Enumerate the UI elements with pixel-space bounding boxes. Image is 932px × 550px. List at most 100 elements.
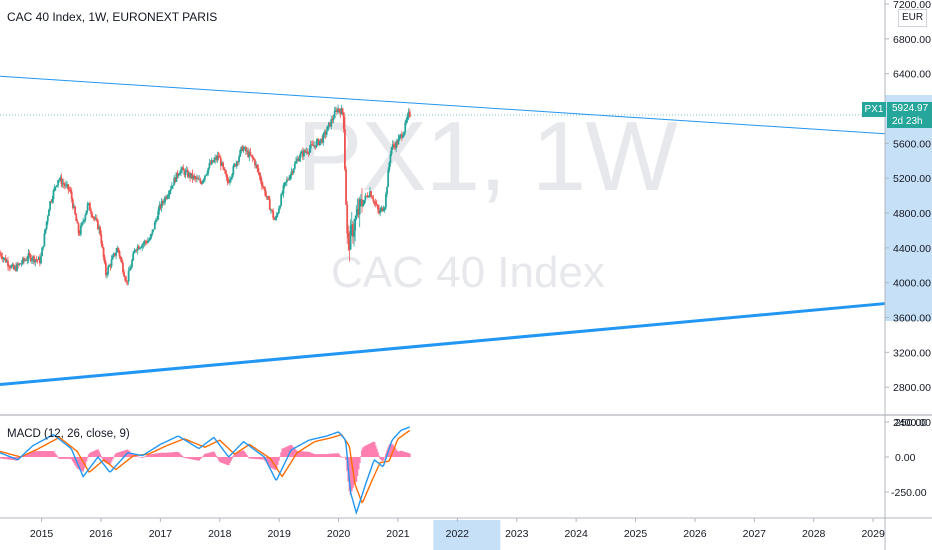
candle-body	[183, 170, 186, 175]
macd-histogram-bar	[242, 450, 245, 457]
macd-histogram-bar	[361, 450, 363, 457]
macd-histogram-bar	[26, 453, 29, 457]
macd-histogram-bar	[110, 457, 113, 462]
candle-body	[108, 265, 111, 267]
candle-body	[383, 207, 386, 210]
candle-body	[142, 243, 145, 245]
candle-body	[265, 195, 268, 197]
candle-body	[161, 201, 164, 203]
candle-body	[372, 198, 375, 202]
macd-histogram-bar	[192, 457, 195, 460]
macd-histogram-bar	[282, 448, 285, 457]
macd-histogram-bar	[237, 452, 239, 457]
candle-body	[232, 165, 235, 175]
macd-histogram-bar	[270, 457, 272, 468]
macd-histogram-bar	[155, 453, 157, 457]
candle-body	[116, 247, 119, 253]
candle-body	[235, 161, 238, 167]
candle-body	[165, 196, 168, 199]
candle-body	[12, 264, 15, 270]
macd-histogram-bar	[124, 450, 127, 457]
candle-body	[189, 172, 191, 178]
candle-body	[56, 185, 58, 187]
candle-body	[300, 151, 303, 154]
macd-histogram-bar	[338, 454, 341, 457]
macd-histogram-bar	[235, 452, 238, 457]
macd-histogram-bar	[379, 457, 382, 459]
candle-body	[207, 167, 210, 174]
candle-body	[150, 233, 153, 238]
candle-body	[124, 276, 127, 281]
macd-histogram-bar	[183, 457, 186, 458]
candle-body	[144, 241, 147, 243]
candle-body	[46, 216, 49, 222]
macd-histogram-bar	[213, 451, 215, 457]
candle-body	[248, 152, 251, 158]
macd-histogram-bar	[92, 451, 95, 457]
macd-histogram-bar	[185, 457, 188, 459]
macd-histogram-bar	[36, 451, 39, 457]
macd-histogram-bar	[59, 457, 62, 459]
macd-histogram-bar	[67, 457, 70, 459]
time-axis-highlight	[433, 520, 501, 550]
candle-body	[361, 199, 363, 207]
candle-body	[353, 230, 355, 237]
macd-histogram-bar	[259, 457, 262, 460]
candle-body	[118, 250, 121, 257]
macd-histogram-bar	[243, 451, 246, 457]
candle-body	[43, 233, 46, 247]
macd-histogram-bar	[30, 451, 33, 457]
price-tick-label: 5600.00	[893, 138, 931, 150]
price-tick-label: 3200.00	[893, 347, 931, 359]
macd-histogram-bar	[46, 451, 49, 457]
candle-body	[98, 226, 100, 230]
macd-histogram-bar	[197, 457, 199, 461]
macd-histogram-bar	[299, 451, 302, 457]
candle-body	[115, 252, 118, 256]
candle-body	[259, 175, 262, 182]
macd-histogram-bar	[1, 457, 4, 459]
macd-histogram-bar	[255, 457, 258, 460]
candle-body	[364, 195, 367, 200]
macd-histogram-bar	[24, 454, 26, 457]
candle-body	[99, 226, 102, 235]
macd-histogram-bar	[84, 457, 87, 465]
candle-body	[285, 179, 288, 182]
currency-button[interactable]: EUR	[898, 9, 927, 27]
macd-histogram-bar	[109, 457, 112, 464]
candle-body	[135, 249, 138, 251]
candle-body	[29, 255, 32, 261]
candle-body	[354, 219, 357, 231]
candle-body	[405, 120, 408, 123]
macd-histogram-bar	[166, 452, 169, 457]
macd-histogram-bar	[324, 454, 327, 457]
macd-histogram-bar	[107, 457, 110, 464]
candle-body	[403, 131, 406, 136]
macd-histogram-bar	[275, 457, 278, 469]
macd-histogram-bar	[222, 457, 225, 464]
macd-histogram-bar	[156, 453, 158, 457]
macd-histogram-bar	[145, 455, 148, 457]
candle-body	[326, 125, 329, 132]
macd-histogram-bar	[60, 457, 63, 459]
price-tick-label: 5200.00	[893, 173, 931, 185]
candle-body	[320, 138, 322, 141]
candle-body	[246, 150, 248, 152]
price-tick-label: 4000.00	[893, 278, 931, 290]
candle-body	[65, 184, 67, 187]
candle-body	[339, 110, 342, 115]
macd-histogram-bar	[163, 452, 165, 457]
macd-histogram-bar	[249, 457, 252, 459]
macd-histogram-bar	[227, 457, 230, 466]
macd-histogram-bar	[322, 454, 325, 457]
macd-histogram-bar	[292, 447, 295, 457]
macd-histogram-bar	[378, 455, 380, 457]
macd-histogram-bar	[367, 444, 370, 457]
macd-histogram-bar	[165, 452, 168, 457]
candle-body	[74, 206, 77, 215]
candle-body	[328, 122, 330, 126]
watermark-name: CAC 40 Index	[331, 248, 605, 297]
macd-histogram-bar	[342, 457, 345, 458]
